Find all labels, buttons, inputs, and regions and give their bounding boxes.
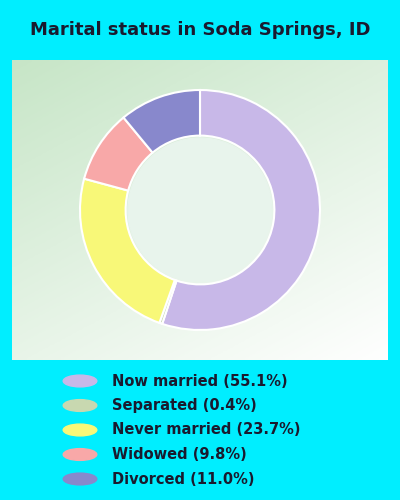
Text: Marital status in Soda Springs, ID: Marital status in Soda Springs, ID [30, 21, 370, 39]
Wedge shape [124, 90, 200, 152]
Circle shape [63, 448, 97, 460]
Text: Never married (23.7%): Never married (23.7%) [112, 422, 300, 438]
Wedge shape [159, 280, 176, 324]
Wedge shape [84, 118, 152, 190]
Text: Widowed (9.8%): Widowed (9.8%) [112, 447, 247, 462]
Circle shape [63, 424, 97, 436]
Circle shape [128, 138, 272, 282]
Circle shape [63, 400, 97, 411]
Wedge shape [80, 178, 175, 323]
Circle shape [63, 473, 97, 485]
Text: Separated (0.4%): Separated (0.4%) [112, 398, 257, 413]
Text: Now married (55.1%): Now married (55.1%) [112, 374, 288, 388]
Text: Divorced (11.0%): Divorced (11.0%) [112, 472, 254, 486]
Wedge shape [162, 90, 320, 330]
Circle shape [63, 375, 97, 387]
